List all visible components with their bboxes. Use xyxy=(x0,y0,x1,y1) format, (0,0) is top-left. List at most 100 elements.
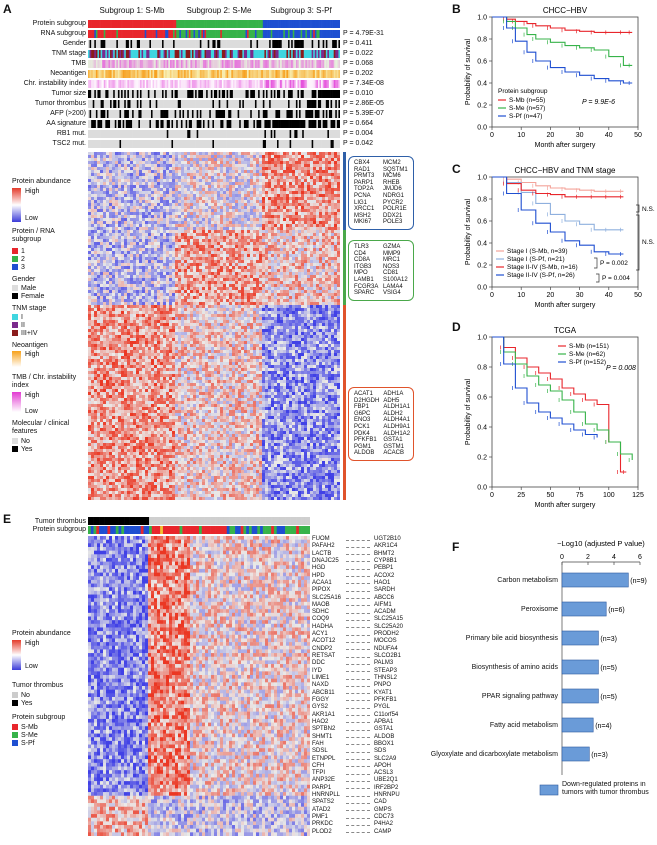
track-cell xyxy=(152,90,155,98)
track-cell xyxy=(165,130,168,138)
heatmap-cell xyxy=(88,218,92,222)
track-cell xyxy=(278,120,281,128)
track-cell xyxy=(317,130,320,138)
heatmap-cell xyxy=(154,212,158,216)
track-cell xyxy=(330,50,333,58)
heatmap-cell xyxy=(262,215,266,219)
track-cell xyxy=(144,80,147,88)
heatmap-cell xyxy=(334,245,338,249)
track-cell xyxy=(158,60,161,68)
heatmap-cell xyxy=(286,230,290,234)
heatmap-cell xyxy=(145,164,149,168)
track-cell xyxy=(314,20,317,28)
heatmap-cell xyxy=(208,242,212,246)
track-cell xyxy=(262,90,265,98)
track-cell xyxy=(231,20,234,28)
track-cell xyxy=(191,110,194,118)
track-cell xyxy=(89,60,92,68)
track-cell xyxy=(155,80,158,88)
track-cell xyxy=(196,90,199,98)
track-cell xyxy=(207,20,210,28)
track-cell xyxy=(95,40,98,48)
heatmap-cell xyxy=(181,239,185,243)
track-cell xyxy=(311,120,314,128)
track-cell xyxy=(324,140,327,148)
heatmap-cell xyxy=(247,230,251,234)
heatmap-cell xyxy=(109,221,113,225)
heatmap-cell xyxy=(220,158,224,162)
track-cell xyxy=(92,40,95,48)
track-cell xyxy=(116,100,119,108)
track-cell xyxy=(232,80,235,88)
heatmap-cell xyxy=(265,218,269,222)
heatmap-cell xyxy=(205,212,209,216)
heatmap-cell xyxy=(283,167,287,171)
heatmap-cell xyxy=(310,221,314,225)
track-cell xyxy=(125,90,128,98)
heatmap-cell xyxy=(325,185,329,189)
heatmap-cell xyxy=(118,242,122,246)
track-cell xyxy=(277,60,279,68)
heatmap-cell xyxy=(196,239,200,243)
heatmap-cell xyxy=(94,191,98,195)
heatmap-cell xyxy=(154,158,158,162)
track-cell xyxy=(305,60,308,68)
track-cell xyxy=(105,140,108,148)
heatmap-cell xyxy=(316,176,320,180)
heatmap-cell xyxy=(94,215,98,219)
track-cell xyxy=(105,120,108,128)
heatmap-cell xyxy=(88,236,92,240)
heatmap-cell xyxy=(187,179,191,183)
track-cell xyxy=(251,110,254,118)
heatmap-cell xyxy=(268,176,272,180)
heatmap-cell xyxy=(142,218,146,222)
heatmap-cell xyxy=(250,221,254,225)
track-cell xyxy=(171,70,174,78)
heatmap-cell xyxy=(256,197,260,201)
track-cell xyxy=(333,140,336,148)
track-cell xyxy=(302,130,305,138)
track-cell xyxy=(325,120,328,128)
heatmap-cell xyxy=(226,215,230,219)
heatmap-cell xyxy=(190,221,194,225)
heatmap-cell xyxy=(226,167,230,171)
track-cell xyxy=(302,120,305,128)
track-cell xyxy=(130,90,133,98)
heatmap-cell xyxy=(337,161,341,165)
track-cell xyxy=(269,70,272,78)
track-cell xyxy=(258,90,260,98)
track-cell xyxy=(272,100,275,108)
track-cell xyxy=(92,70,95,78)
heatmap-cell xyxy=(166,155,170,159)
heatmap-cell xyxy=(193,227,197,231)
heatmap-cell xyxy=(106,248,110,252)
heatmap-cell xyxy=(199,155,203,159)
track-cell xyxy=(163,50,166,58)
heatmap-cell xyxy=(127,251,131,255)
heatmap-cell xyxy=(328,230,332,234)
track-cell xyxy=(149,60,152,68)
track-cell xyxy=(265,110,268,118)
heatmap-cell xyxy=(319,209,323,213)
track-cell xyxy=(295,100,298,108)
heatmap-cell xyxy=(190,209,194,213)
track-cell xyxy=(221,100,224,108)
track-cell xyxy=(133,50,136,58)
track-cell xyxy=(288,140,290,148)
track-cell xyxy=(242,60,245,68)
track-cell xyxy=(171,100,174,108)
heatmap-cell xyxy=(316,194,320,198)
heatmap-cell xyxy=(115,209,119,213)
heatmap-cell xyxy=(280,209,284,213)
heatmap-cell xyxy=(88,233,92,237)
track-cell xyxy=(206,100,209,108)
heatmap-cell xyxy=(106,167,110,171)
heatmap-cell xyxy=(328,164,332,168)
track-cell xyxy=(151,40,153,48)
heatmap-cell xyxy=(283,212,287,216)
heatmap-cell xyxy=(256,152,260,156)
heatmap-cell xyxy=(196,185,200,189)
heatmap-cell xyxy=(220,197,224,201)
heatmap-cell xyxy=(106,209,110,213)
track-cell xyxy=(176,100,179,108)
